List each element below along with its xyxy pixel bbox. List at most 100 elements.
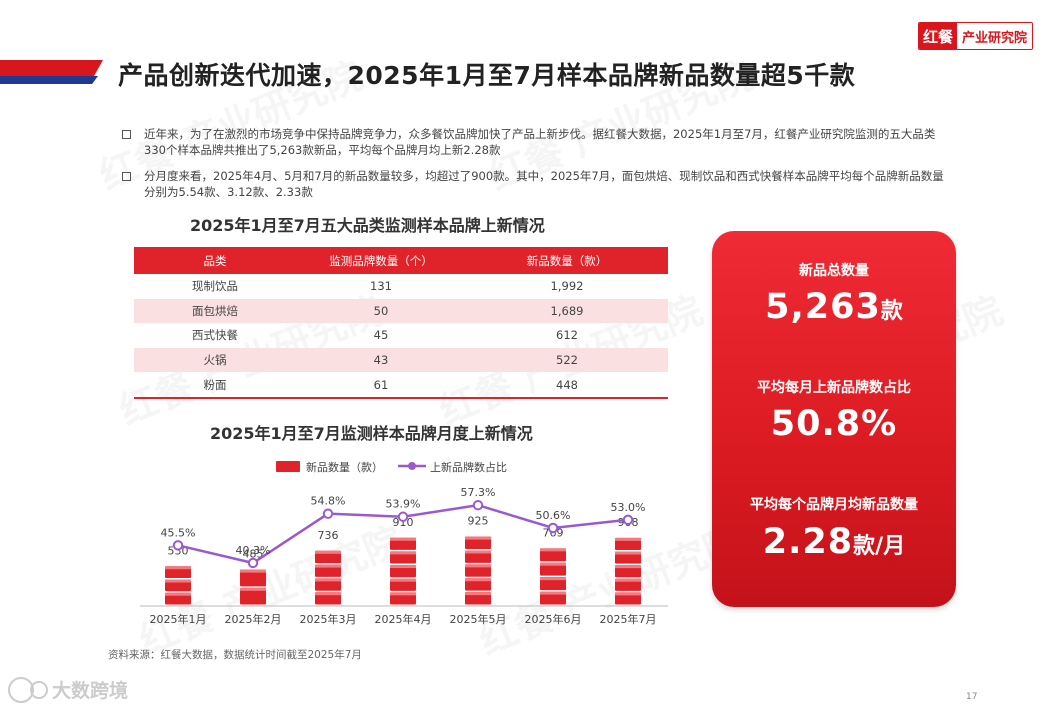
table-row: 面包烘焙 50 1,689: [134, 298, 668, 324]
table-title: 2025年1月至7月五大品类监测样本品牌上新情况: [190, 216, 545, 235]
line-value-label: 53.9%: [386, 498, 421, 511]
bar-segment: [390, 551, 416, 564]
chart-title: 2025年1月至7月监测样本品牌月度上新情况: [210, 424, 533, 443]
metric-unit: 款: [853, 534, 876, 559]
bar-segment-highlight: [465, 592, 491, 596]
legend-line-marker: [408, 462, 416, 470]
bar-segment-highlight: [615, 592, 641, 596]
table-cell: 448: [466, 372, 668, 399]
bar-segment: [465, 536, 491, 549]
table-cell: 612: [556, 328, 578, 343]
bar-segment: [540, 548, 566, 562]
bar-segment-highlight: [390, 537, 416, 541]
logo: 红餐 产业研究院: [918, 22, 1034, 50]
metric-number: 5,263: [765, 287, 881, 327]
bar-segment-highlight: [465, 550, 491, 554]
bar-segment: [390, 578, 416, 591]
logo-text: 产业研究院: [957, 23, 1033, 49]
bar-segment: [315, 564, 341, 577]
x-tick-label: 2025年5月: [450, 612, 507, 626]
bar-segment-highlight: [165, 579, 191, 583]
line-value-label: 54.8%: [311, 495, 346, 508]
bar-segment-highlight: [315, 550, 341, 554]
legend-line-label: 上新品牌数占比: [430, 460, 507, 474]
line-point: [547, 522, 559, 534]
metric-unit: 款: [880, 299, 903, 324]
bar-segment: [465, 550, 491, 563]
table-cell: 1,992: [550, 279, 584, 294]
table-row: 火锅 43 522: [134, 347, 668, 373]
header-accent-bar-blue: [0, 76, 98, 84]
table-header-cell: 新品数量（款）: [466, 247, 668, 274]
source-note: 资料来源：红餐大数据，数据统计时间截至2025年7月: [108, 649, 362, 661]
bar-segment: [465, 564, 491, 577]
bar-segment-highlight: [540, 548, 566, 552]
bar-segment: [615, 565, 641, 578]
bar-segment: [615, 537, 641, 551]
line-value-label: 50.6%: [536, 509, 571, 522]
bar-segment-highlight: [465, 578, 491, 582]
bar-segment-highlight: [315, 592, 341, 596]
legend-bar-label: 新品数量（款）: [306, 460, 383, 474]
logo-mark: 红餐: [919, 23, 958, 49]
avg-brand-ratio-value: 50.8%: [770, 404, 898, 444]
table-cell: 43: [296, 347, 466, 373]
bar-segment-highlight: [390, 592, 416, 596]
table-header-cell: 监测品牌数量（个）: [296, 247, 466, 274]
table-cell: 50: [296, 298, 466, 324]
bar-segment-highlight: [540, 562, 566, 566]
bullet-square-icon: [122, 130, 131, 139]
page-number: 17: [966, 692, 978, 702]
x-tick-label: 2025年4月: [375, 612, 432, 626]
bar-segment: [390, 565, 416, 578]
table-cell: 61: [296, 372, 466, 399]
line-value-label: 57.3%: [461, 486, 496, 499]
bar-segment-highlight: [315, 578, 341, 582]
x-tick-label: 2025年6月: [525, 612, 582, 626]
table-cell: 粉面: [134, 372, 296, 399]
bar-segment-highlight: [615, 551, 641, 555]
bar-segment: [540, 577, 566, 591]
line-point: [622, 514, 634, 525]
legend-bar-swatch: [276, 461, 300, 472]
total-new-products-label: 新品总数量: [799, 263, 869, 279]
avg-monthly-per-brand-label: 平均每个品牌月均新品数量: [750, 497, 918, 513]
bar-value-label: 925: [468, 515, 489, 528]
bar-segment-highlight: [615, 537, 641, 541]
bullet-paragraph-1: 近年来，为了在激烈的市场竞争中保持品牌竞争力，众多餐饮品牌加快了产品上新步伐。据…: [122, 126, 952, 158]
table-row: 粉面 61 448: [134, 372, 668, 399]
page-title: 产品创新迭代加速，2025年1月至7月样本品牌新品数量超5千款: [118, 61, 856, 90]
table-header-cell: 品类: [134, 247, 296, 274]
table-cell: 西式快餐: [192, 328, 238, 343]
bar-segment-highlight: [390, 565, 416, 569]
table-cell: 火锅: [134, 347, 296, 373]
category-table: 品类 监测品牌数量（个） 新品数量（款） 现制饮品 131 1,992 面包烘焙…: [134, 247, 668, 399]
brand-text: 大数跨境: [52, 680, 129, 702]
x-tick-label: 2025年1月: [150, 612, 207, 626]
x-tick-label: 2025年2月: [225, 612, 282, 626]
bar-segment: [240, 587, 266, 605]
line-point: [472, 499, 484, 511]
table-cell: 522: [466, 347, 668, 373]
bar-segment: [315, 550, 341, 564]
metric-unit-suffix: /月: [875, 534, 906, 559]
line-point: [397, 511, 409, 522]
bar-segment-highlight: [390, 551, 416, 555]
bar-segment: [615, 551, 641, 564]
table-cell: 131: [370, 279, 392, 294]
table-cell: 45: [373, 328, 389, 343]
bullet-paragraph-2: 分月度来看，2025年4月、5月和7月的新品数量较多，均超过了900款。其中，2…: [122, 168, 952, 200]
bar-segment-highlight: [390, 578, 416, 582]
table-row: 西式快餐 45 612: [134, 323, 668, 348]
table-row: 现制饮品 131 1,992: [134, 274, 668, 299]
bar-segment: [615, 578, 641, 591]
bar-segment-highlight: [540, 591, 566, 595]
metric-number: 2.28: [762, 522, 854, 562]
bar-segment-highlight: [615, 565, 641, 569]
avg-monthly-per-brand-value: 2.28款/月: [712, 522, 956, 562]
bar-segment: [390, 592, 416, 605]
line-point: [172, 540, 184, 551]
table-cell: 面包烘焙: [134, 298, 296, 324]
brand-watermark: 大数跨境: [8, 676, 128, 703]
bar-segment-highlight: [240, 587, 266, 591]
